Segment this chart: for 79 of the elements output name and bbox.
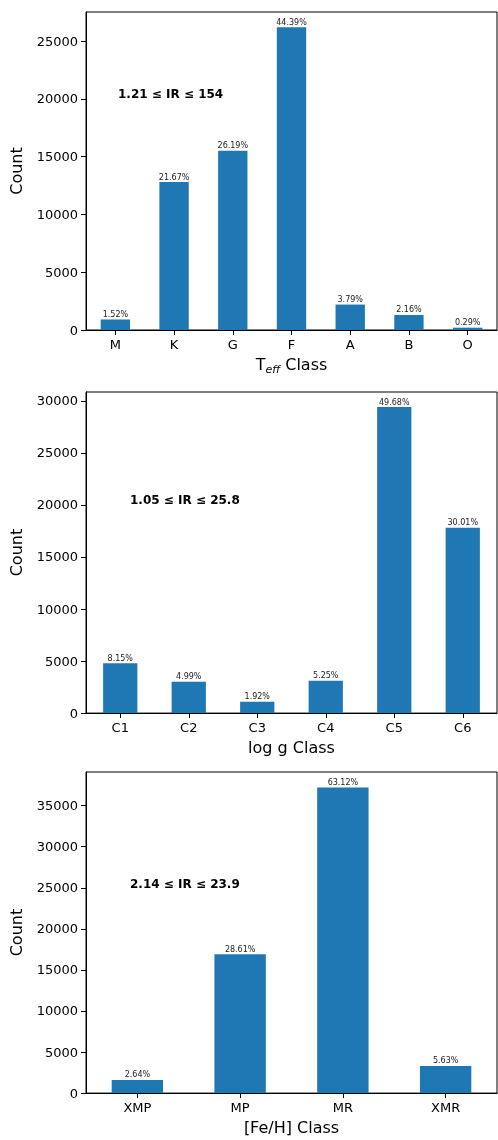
annotation: 8.15% [107,653,134,663]
x-tick-label: C4 [317,720,335,736]
y-tick-label: 20000 [36,921,78,937]
annotation: 21.67% [158,172,190,182]
x-tick-label: F [287,337,296,352]
y-tick-label: 25000 [36,33,78,49]
y-tick-label: 20000 [36,91,78,107]
annotation: 1.05 ≤ IR ≤ 25.8 [130,493,240,507]
bar [218,150,248,330]
x-tick-label: C5 [385,720,403,736]
x-tick-label: MR [332,1100,353,1116]
y-tick-label: 30000 [36,393,78,409]
y-tick-label: 5000 [44,1044,78,1060]
bar [419,1066,472,1094]
bar [103,663,138,714]
annotation: 44.39% [276,17,308,27]
bar [111,1079,164,1094]
bar [171,681,206,714]
y-tick-label: 15000 [36,549,78,565]
y-tick-label: 0 [69,705,78,721]
annotation: 26.19% [217,141,249,151]
x-tick-label: M [109,337,121,352]
y-tick-label: 20000 [36,497,78,513]
y-tick-label: 0 [69,1085,78,1101]
bar [100,319,131,330]
x-tick-label: MP [230,1100,250,1116]
x-tick-label: C1 [111,720,129,736]
x-tick-label: A [345,337,355,352]
y-axis-title: Count [6,908,26,957]
annotation: 1.52% [102,310,129,320]
bar [394,314,424,330]
annotation: 3.79% [337,295,364,305]
x-tick-label: C6 [454,720,472,736]
x-tick-label: K [169,337,179,352]
annotation: 0.29% [454,318,481,328]
annotation: 5.25% [313,671,339,681]
bar [377,407,412,714]
bar [335,304,365,330]
y-tick-label: 5000 [44,264,78,280]
annotation: 49.68% [378,397,410,407]
annotation: 5.63% [432,1056,459,1066]
bar [445,527,480,714]
y-tick-label: 15000 [36,962,78,978]
y-tick-label: 5000 [44,653,78,669]
bar [308,680,343,714]
bar [317,787,369,1094]
bar [214,954,266,1094]
annotation: 63.12% [327,778,359,788]
y-tick-label: 25000 [36,880,78,896]
y-axis-title: Count [6,528,26,577]
y-tick-label: 30000 [36,839,78,855]
x-tick-label: B [404,337,414,352]
annotation: 4.99% [176,672,202,682]
bar [276,27,307,330]
y-tick-label: 0 [69,322,78,338]
x-tick-label: C3 [248,720,266,736]
x-tick-label: O [462,337,473,352]
y-tick-label: 25000 [36,445,78,461]
x-axis-title: log g Class [248,737,335,757]
y-tick-label: 10000 [36,206,78,222]
annotation: 1.92% [244,692,271,702]
annotation: 2.14 ≤ IR ≤ 23.9 [130,877,240,891]
annotation: 1.21 ≤ IR ≤ 154 [118,87,224,101]
x-tick-label: C2 [180,720,198,736]
y-tick-label: 35000 [36,798,78,814]
x-axis-title: [Fe/H] Class [243,1117,340,1137]
annotation: 30.01% [447,518,479,528]
bar [159,182,189,330]
y-tick-label: 10000 [36,601,78,617]
x-tick-label: XMR [431,1100,461,1116]
y-tick-label: 15000 [36,149,78,165]
bar [240,701,275,714]
annotation: 28.61% [224,944,256,954]
annotation: 2.16% [396,305,423,315]
annotation: 2.64% [124,1070,151,1080]
x-tick-label: XMP [123,1100,152,1116]
x-tick-label: G [227,337,238,352]
y-tick-label: 10000 [36,1003,78,1019]
y-axis-title: Count [6,147,26,195]
